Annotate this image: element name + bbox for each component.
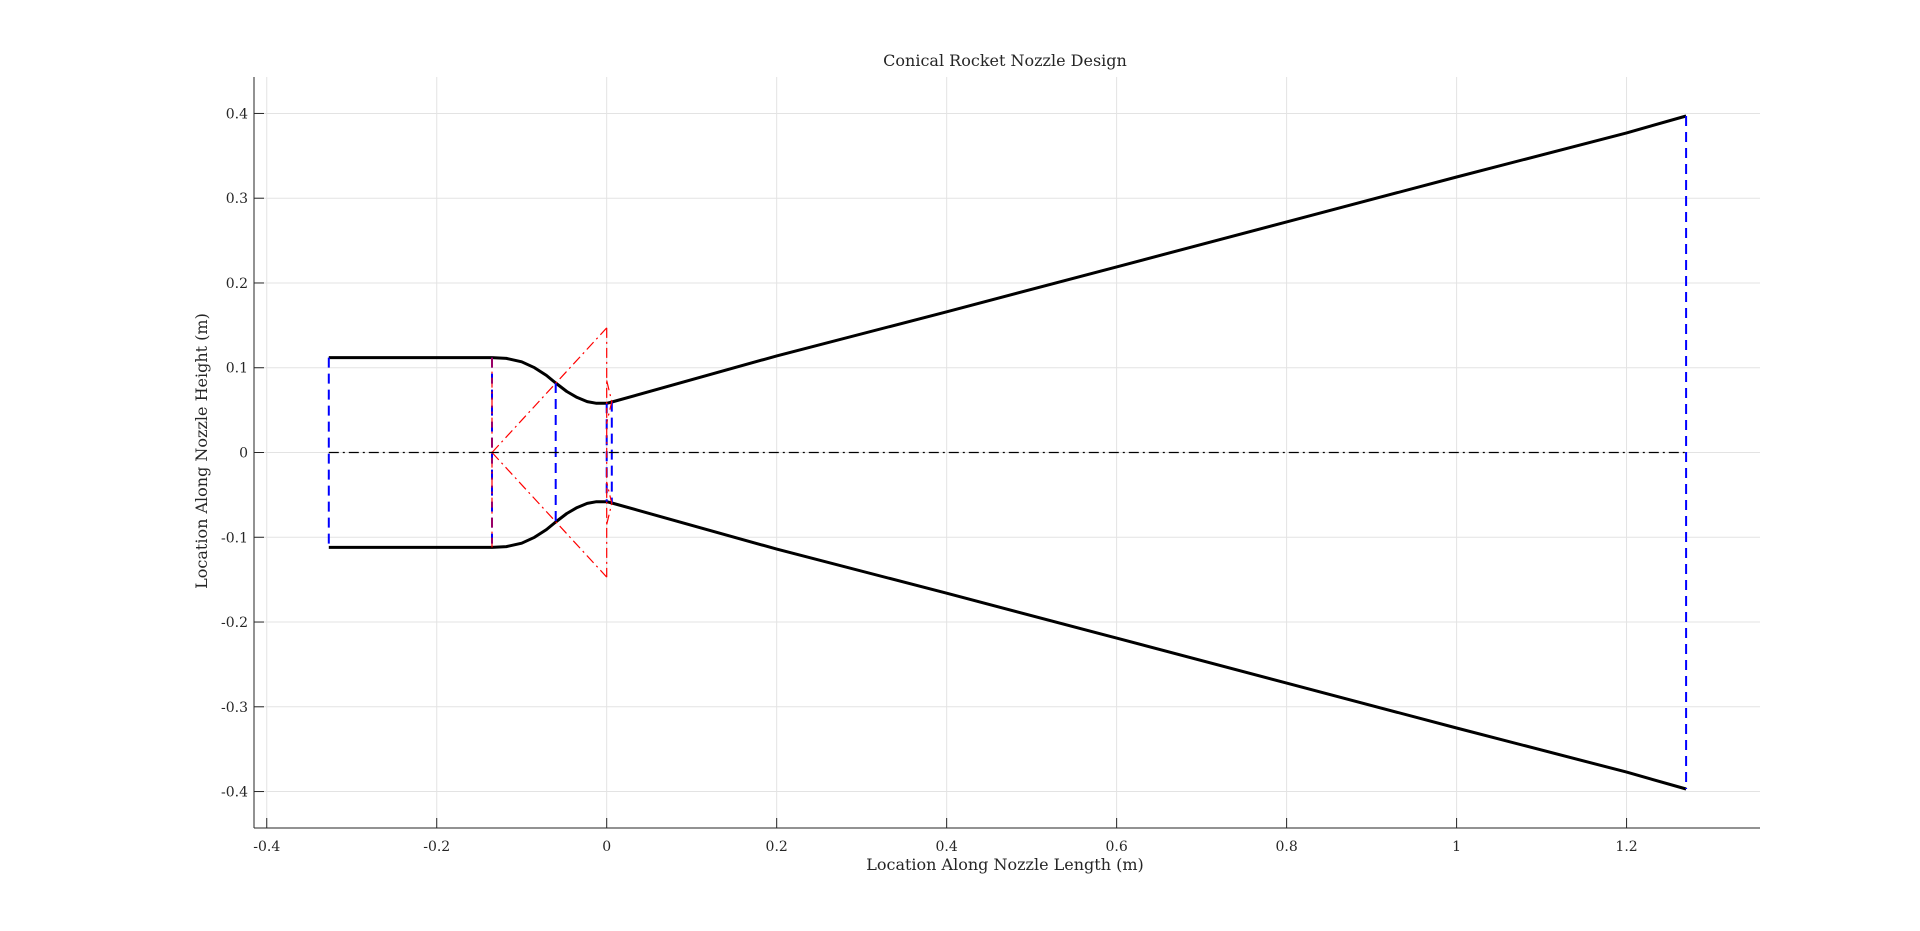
y-tick-label: 0	[239, 446, 248, 462]
x-tick-label: 0.8	[1275, 839, 1297, 855]
x-tick-label: 0	[602, 839, 611, 855]
y-tick-label: -0.1	[221, 530, 248, 546]
nozzle-contour-line	[328, 500, 1687, 791]
y-tick-label: 0.4	[226, 106, 248, 122]
x-tick-label: 0.6	[1106, 839, 1128, 855]
construction-line	[606, 482, 613, 525]
nozzle-contour-line	[328, 114, 1687, 405]
y-tick-label: 0.1	[226, 361, 248, 377]
x-tick-label: 1.2	[1615, 839, 1637, 855]
y-tick-label: 0.3	[226, 191, 248, 207]
chart-title: Conical Rocket Nozzle Design	[883, 51, 1127, 70]
y-tick-label: -0.2	[221, 615, 248, 631]
construction-line	[491, 452, 608, 578]
y-axis-title: Location Along Nozzle Height (m)	[192, 313, 211, 589]
construction-line	[491, 327, 608, 453]
x-tick-label: 1	[1452, 839, 1461, 855]
y-tick-label: -0.4	[221, 785, 248, 801]
y-tick-label: 0.2	[226, 276, 248, 292]
x-axis-title: Location Along Nozzle Length (m)	[866, 855, 1144, 874]
x-tick-label: -0.2	[423, 839, 450, 855]
ticks: -0.4 -0.2 0 0.2 0.4 0.6 0.8 1 1.2 -0.4 -0.3 -0.2 -0.…	[221, 106, 1638, 855]
plot-lines	[327, 114, 1688, 791]
x-tick-label: 0.4	[936, 839, 958, 855]
construction-line	[606, 380, 613, 423]
x-tick-label: -0.4	[253, 839, 280, 855]
x-tick-label: 0.2	[766, 839, 788, 855]
y-tick-label: -0.3	[221, 700, 248, 716]
